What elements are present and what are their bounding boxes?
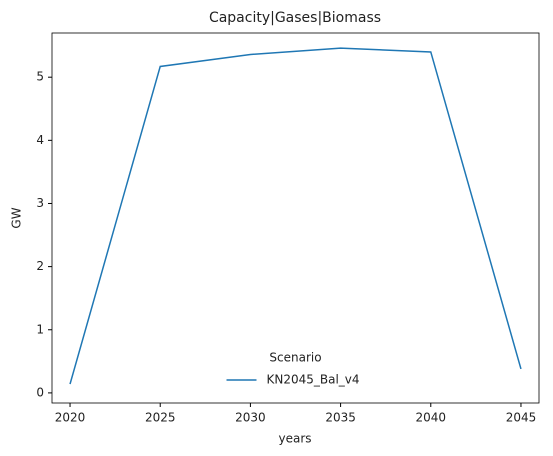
y-tick-label: 3 xyxy=(36,196,44,210)
x-axis-label: years xyxy=(278,432,311,446)
legend-title: Scenario xyxy=(269,351,321,365)
x-tick-label: 2020 xyxy=(55,411,86,425)
x-tick-label: 2040 xyxy=(416,411,447,425)
chart-title: Capacity|Gases|Biomass xyxy=(209,10,381,26)
data-line xyxy=(69,47,522,385)
x-tick-label: 2030 xyxy=(235,411,266,425)
y-tick-label: 4 xyxy=(36,133,44,147)
legend-label: KN2045_Bal_v4 xyxy=(267,373,360,387)
y-tick-label: 5 xyxy=(36,70,44,84)
plot-frame xyxy=(51,32,540,404)
x-tick-label: 2035 xyxy=(325,411,356,425)
x-tick-label: 2025 xyxy=(145,411,176,425)
y-tick-label: 0 xyxy=(36,385,44,399)
y-tick-label: 2 xyxy=(36,259,44,273)
y-axis-label: GW xyxy=(10,207,24,228)
x-tick-label: 2045 xyxy=(506,411,537,425)
y-tick-label: 1 xyxy=(36,322,44,336)
